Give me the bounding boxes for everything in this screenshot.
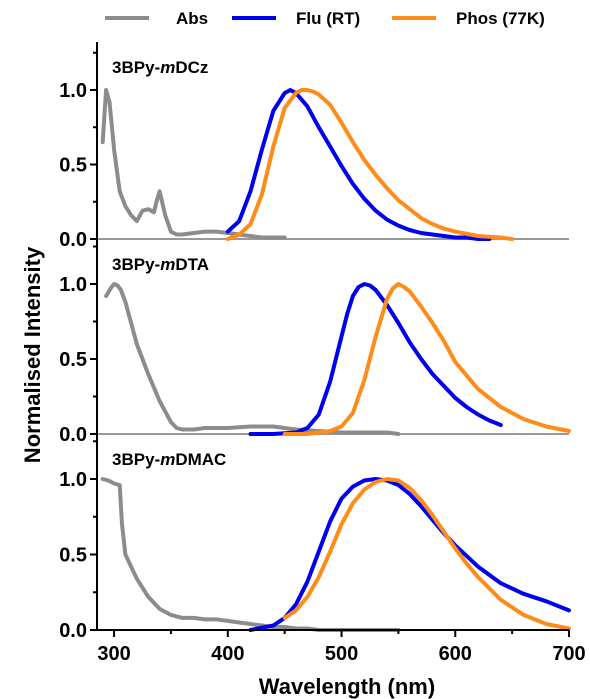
panel-label-suffix: DTA bbox=[175, 255, 209, 274]
series-phos-77k-line bbox=[282, 282, 571, 436]
panel-label-prefix: 3BPy- bbox=[112, 58, 160, 77]
x-tick-label: 300 bbox=[97, 643, 130, 665]
panel-label-suffix: DCz bbox=[175, 58, 208, 77]
panel-1: 3BPy-mDCz bbox=[97, 58, 569, 241]
panel-label-italic: m bbox=[160, 58, 175, 77]
legend-label: Abs bbox=[176, 9, 208, 28]
panel-3: 3BPy-mDMAC bbox=[97, 450, 571, 632]
panel-label-italic: m bbox=[160, 255, 175, 274]
y-tick-label: 1.0 bbox=[59, 469, 87, 491]
x-tick-label: 700 bbox=[552, 643, 585, 665]
legend-label: Phos (77K) bbox=[456, 9, 545, 28]
panel-label: 3BPy-mDMAC bbox=[112, 450, 226, 469]
y-axis-title: Normalised Intensity bbox=[20, 246, 45, 463]
panel-label-italic: m bbox=[160, 450, 175, 469]
y-tick-label: 0.5 bbox=[59, 349, 87, 371]
panel-label-prefix: 3BPy- bbox=[112, 450, 160, 469]
y-tick-label: 0.5 bbox=[59, 545, 87, 567]
legend-label: Flu (RT) bbox=[296, 9, 360, 28]
series-phos-77k-line bbox=[225, 88, 515, 241]
y-tick-label: 0.5 bbox=[59, 155, 87, 177]
panel-2: 3BPy-mDTA bbox=[97, 255, 571, 436]
panel-label: 3BPy-mDTA bbox=[112, 255, 209, 274]
legend: Abs Flu (RT) Phos (77K) bbox=[105, 9, 545, 28]
series-flu-rt-line bbox=[248, 282, 503, 436]
x-axis-title: Wavelength (nm) bbox=[259, 674, 435, 699]
panel-label-prefix: 3BPy- bbox=[112, 255, 160, 274]
x-tick-label: 400 bbox=[211, 643, 244, 665]
panel-label: 3BPy-mDCz bbox=[112, 58, 208, 77]
y-tick-label: 0.0 bbox=[59, 424, 87, 446]
y-tick-label: 1.0 bbox=[59, 274, 87, 296]
y-tick-label: 0.0 bbox=[59, 620, 87, 642]
y-tick-label: 1.0 bbox=[59, 80, 87, 102]
series-flu-rt-line bbox=[225, 88, 492, 241]
panel-label-suffix: DMAC bbox=[175, 450, 226, 469]
axes: 0.0 0.5 1.0 0.0 0.5 1.0 0.0 0.5 1.0 300 400 500 600 7… bbox=[59, 42, 586, 665]
y-tick-label: 0.0 bbox=[59, 229, 87, 251]
x-tick-label: 600 bbox=[439, 643, 472, 665]
x-tick-label: 500 bbox=[325, 643, 358, 665]
series-phos-77k-line bbox=[282, 477, 571, 631]
